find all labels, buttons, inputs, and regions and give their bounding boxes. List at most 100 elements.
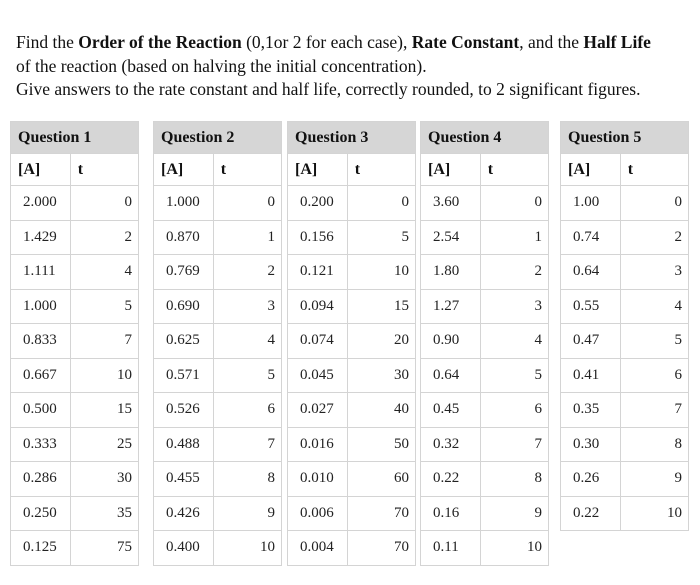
time-value: 5	[479, 357, 550, 393]
time-value: 2	[69, 219, 140, 255]
concentration-value: 0.41	[560, 357, 621, 393]
question-5-table: Question 5 [A] t 1.00 0 0.74 2 0.64 3 0.55 4 0.47 5 0…	[560, 121, 690, 531]
concentration-value: 0.156	[287, 219, 348, 255]
concentration-value: 0.286	[10, 461, 71, 497]
table-row: 0.045 30	[287, 357, 417, 393]
time-value: 0	[619, 185, 690, 221]
instructions-line-2: of the reaction (based on halving the in…	[16, 55, 427, 76]
concentration-value: 0.74	[560, 219, 621, 255]
concentration-value: 0.094	[287, 288, 348, 324]
table-row: 0.488 7	[153, 426, 283, 462]
concentration-value: 0.870	[153, 219, 214, 255]
concentration-value: 0.16	[420, 495, 481, 531]
time-value: 9	[619, 461, 690, 497]
time-value: 35	[69, 495, 140, 531]
time-value: 1	[212, 219, 283, 255]
time-value: 8	[479, 461, 550, 497]
question-4-table: Question 4 [A] t 3.60 0 2.54 1 1.80 2 1.27 3 0.90 4 0…	[420, 121, 550, 566]
time-value: 4	[69, 254, 140, 290]
time-value: 7	[212, 426, 283, 462]
table-row: 0.45 6	[420, 392, 550, 428]
time-header: t	[212, 153, 283, 186]
concentration-value: 0.426	[153, 495, 214, 531]
concentration-header: [A]	[287, 153, 348, 186]
time-value: 70	[346, 495, 417, 531]
time-value: 30	[69, 461, 140, 497]
concentration-value: 0.90	[420, 323, 481, 359]
time-value: 15	[346, 288, 417, 324]
concentration-header: [A]	[153, 153, 214, 186]
table-row: 0.769 2	[153, 254, 283, 290]
concentration-value: 0.64	[420, 357, 481, 393]
table-row: 0.121 10	[287, 254, 417, 290]
concentration-value: 1.27	[420, 288, 481, 324]
time-value: 4	[619, 288, 690, 324]
table-row: 1.000 5	[10, 288, 140, 324]
concentration-value: 1.000	[10, 288, 71, 324]
table-row: 0.22 10	[560, 495, 690, 531]
table-row: 3.60 0	[420, 185, 550, 221]
table-row: 1.000 0	[153, 185, 283, 221]
table-row: 0.571 5	[153, 357, 283, 393]
table-row: 0.094 15	[287, 288, 417, 324]
time-value: 7	[479, 426, 550, 462]
instructions-text: Find the	[16, 32, 79, 52]
concentration-value: 0.35	[560, 392, 621, 428]
time-value: 10	[479, 530, 550, 566]
question-title: Question 4	[420, 121, 549, 154]
table-row: 0.11 10	[420, 530, 550, 566]
time-value: 20	[346, 323, 417, 359]
table-row: 0.41 6	[560, 357, 690, 393]
concentration-value: 0.769	[153, 254, 214, 290]
time-value: 6	[619, 357, 690, 393]
table-row: 0.22 8	[420, 461, 550, 497]
concentration-value: 1.429	[10, 219, 71, 255]
time-header: t	[69, 153, 140, 186]
concentration-value: 0.250	[10, 495, 71, 531]
time-value: 15	[69, 392, 140, 428]
concentration-value: 0.400	[153, 530, 214, 566]
table-row: 0.526 6	[153, 392, 283, 428]
time-value: 5	[619, 323, 690, 359]
question-1-table: Question 1 [A] t 2.000 0 1.429 2 1.111 4 1.000 5 0.…	[10, 121, 140, 566]
table-row: 0.016 50	[287, 426, 417, 462]
table-row: 0.74 2	[560, 219, 690, 255]
time-value: 0	[212, 185, 283, 221]
concentration-value: 0.121	[287, 254, 348, 290]
concentration-value: 3.60	[420, 185, 481, 221]
time-value: 70	[346, 530, 417, 566]
table-row: 0.333 25	[10, 426, 140, 462]
time-value: 4	[479, 323, 550, 359]
table-row: 0.26 9	[560, 461, 690, 497]
time-value: 50	[346, 426, 417, 462]
table-row: 0.200 0	[287, 185, 417, 221]
concentration-value: 0.010	[287, 461, 348, 497]
table-row: 0.47 5	[560, 323, 690, 359]
concentration-value: 0.30	[560, 426, 621, 462]
question-title: Question 2	[153, 121, 282, 154]
concentration-value: 0.55	[560, 288, 621, 324]
concentration-value: 0.64	[560, 254, 621, 290]
concentration-value: 1.000	[153, 185, 214, 221]
table-row: 0.625 4	[153, 323, 283, 359]
table-row: 0.125 75	[10, 530, 140, 566]
concentration-value: 0.667	[10, 357, 71, 393]
time-value: 75	[69, 530, 140, 566]
concentration-value: 0.571	[153, 357, 214, 393]
time-value: 60	[346, 461, 417, 497]
table-row: 0.010 60	[287, 461, 417, 497]
table-row: 1.429 2	[10, 219, 140, 255]
time-value: 5	[212, 357, 283, 393]
table-row: 0.286 30	[10, 461, 140, 497]
instructions-line-3: Give answers to the rate constant and ha…	[16, 79, 641, 99]
time-value: 10	[69, 357, 140, 393]
concentration-value: 0.027	[287, 392, 348, 428]
time-value: 9	[212, 495, 283, 531]
table-row: 0.90 4	[420, 323, 550, 359]
concentration-value: 0.26	[560, 461, 621, 497]
concentration-value: 0.488	[153, 426, 214, 462]
question-3-table: Question 3 [A] t 0.200 0 0.156 5 0.121 10 0.094 15…	[287, 121, 417, 566]
concentration-header: [A]	[420, 153, 481, 186]
table-row: 1.80 2	[420, 254, 550, 290]
table-row: 1.00 0	[560, 185, 690, 221]
